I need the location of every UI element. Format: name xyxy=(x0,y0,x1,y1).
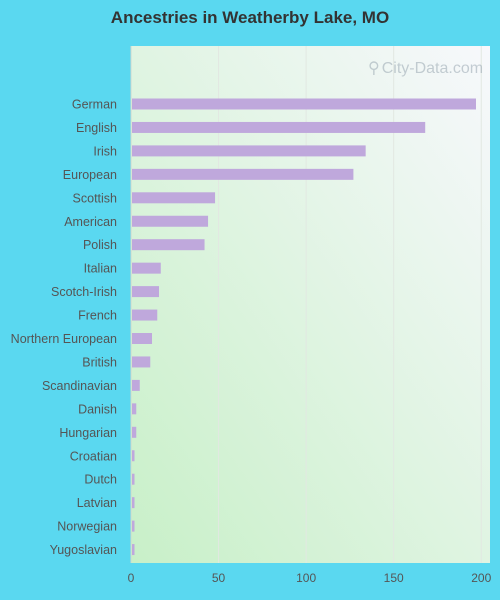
bar-english[interactable] xyxy=(132,121,426,133)
x-tick-label: 200 xyxy=(471,571,491,585)
category-label: Hungarian xyxy=(59,426,117,440)
category-labels: German English Irish European Scottish Americ… xyxy=(11,98,117,558)
bar-irish[interactable] xyxy=(132,145,366,157)
bar-scandinavian[interactable] xyxy=(132,379,140,391)
bar-british[interactable] xyxy=(132,356,151,368)
category-label: Scotch-Irish xyxy=(51,285,117,299)
category-label: English xyxy=(76,121,117,135)
bar-french[interactable] xyxy=(132,309,158,321)
watermark-text: City-Data.com xyxy=(381,60,484,77)
bar-american[interactable] xyxy=(132,215,209,227)
category-label: Scottish xyxy=(73,191,118,205)
x-tick-label: 0 xyxy=(128,571,135,585)
chart-title: Ancestries in Weatherby Lake, MO xyxy=(110,8,390,27)
category-label: Irish xyxy=(93,144,117,158)
bar-hungarian[interactable] xyxy=(132,426,137,438)
category-label: American xyxy=(64,215,117,229)
category-label: Danish xyxy=(78,402,117,416)
bar-scottish[interactable] xyxy=(132,192,216,204)
bar-italian[interactable] xyxy=(132,262,161,274)
bar-danish[interactable] xyxy=(132,403,137,415)
category-label: British xyxy=(82,355,117,369)
x-tick-label: 50 xyxy=(212,571,226,585)
bar-german[interactable] xyxy=(132,98,476,110)
x-tick-label: 150 xyxy=(384,571,404,585)
bar-northern-european[interactable] xyxy=(132,333,153,344)
x-tick-labels: 0 50 100 150 200 xyxy=(128,571,492,585)
category-label: Northern European xyxy=(11,332,117,346)
category-label: Scandinavian xyxy=(42,379,117,393)
bar-norwegian[interactable] xyxy=(132,520,135,532)
bar-dutch[interactable] xyxy=(132,473,135,485)
x-tick-label: 100 xyxy=(296,571,316,585)
watermark: ⚲ City-Data.com xyxy=(368,58,483,78)
bar-croatian[interactable] xyxy=(132,450,135,462)
category-label: Polish xyxy=(83,238,117,252)
category-label: Norwegian xyxy=(57,520,117,534)
category-label: Italian xyxy=(84,262,117,276)
search-icon: ⚲ xyxy=(368,60,380,77)
category-label: French xyxy=(78,309,117,323)
bars-group xyxy=(132,98,476,556)
category-label: Latvian xyxy=(77,496,117,510)
bar-scotch-irish[interactable] xyxy=(132,286,160,298)
category-label: Croatian xyxy=(70,449,117,463)
category-label: European xyxy=(63,168,117,182)
category-label: Dutch xyxy=(84,473,117,487)
category-label: Yugoslavian xyxy=(50,543,117,557)
bar-latvian[interactable] xyxy=(132,497,135,509)
category-label: German xyxy=(72,98,117,112)
bar-european[interactable] xyxy=(132,168,354,180)
bar-yugoslavian[interactable] xyxy=(132,544,135,556)
bar-polish[interactable] xyxy=(132,239,205,251)
